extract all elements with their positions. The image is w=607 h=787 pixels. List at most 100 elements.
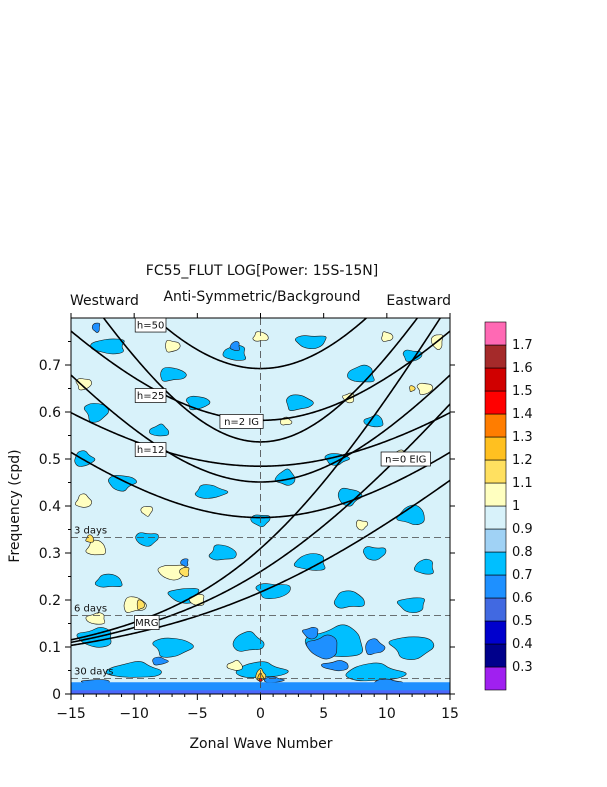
colorbar-swatch	[484, 436, 507, 461]
y-tick-label: 0.1	[39, 640, 61, 656]
colorbar: 0.3 0.4 0.5 0.6 0.7 0.8 0.9 1 1.1 1.2 1.3 1.4 1.5 1.6…	[484, 321, 533, 691]
colorbar-label: 1.7	[512, 338, 533, 353]
curve-label: h=25	[134, 388, 167, 403]
y-tick-label: 0	[52, 687, 61, 703]
region-1.1	[381, 331, 394, 342]
x-tick-label: −5	[187, 706, 208, 722]
colorbar-swatch	[484, 620, 507, 645]
region-0.8	[337, 487, 363, 507]
region-1.1	[157, 564, 186, 581]
curve-label-box	[134, 615, 160, 630]
region-0.7	[365, 638, 386, 656]
colorbar-label: 1.3	[512, 430, 533, 445]
period-label: 6 days	[74, 604, 107, 615]
colorbar-label: 0.6	[512, 591, 533, 606]
low-frequency-band	[71, 682, 450, 694]
region-1.1	[85, 539, 106, 556]
period-label: 30 days	[74, 666, 114, 677]
curve-label: h=50	[134, 317, 167, 333]
region-0.7	[305, 634, 338, 660]
region-0.8	[333, 590, 365, 609]
colorbar-swatch	[484, 390, 507, 415]
region-1.2	[136, 599, 145, 611]
region-0.8	[388, 636, 435, 660]
region-0.8	[208, 544, 237, 561]
region-0.7	[180, 558, 189, 567]
region-0.8	[94, 573, 123, 588]
colorbar-swatch	[484, 597, 507, 622]
curve-label-box	[134, 317, 167, 333]
region-1.1	[75, 378, 92, 391]
region-0.7	[91, 322, 101, 333]
reference-lines	[71, 318, 450, 694]
curve-label-text: h=50	[137, 321, 164, 332]
colorbar-label: 1.2	[512, 453, 533, 468]
ig-n1-h25-curve	[71, 374, 450, 483]
region-0.8	[286, 394, 314, 412]
colorbar-label: 1.5	[512, 384, 533, 399]
x-axis-label: Zonal Wave Number	[189, 736, 332, 752]
x-axis: −15 −10 −5 0 5 10 15	[56, 313, 459, 722]
curve-label: h=12	[134, 442, 167, 457]
curve-label-box	[219, 414, 264, 429]
y-tick-label: 0.7	[39, 358, 61, 374]
colorbar-swatch	[484, 367, 507, 392]
region-1.2	[409, 385, 416, 392]
region-1.1	[252, 331, 269, 342]
region-1.1	[226, 659, 243, 671]
region-0.8	[413, 558, 434, 575]
region-0.8	[362, 546, 387, 561]
curve-label-box	[134, 442, 167, 457]
curve-label: MRG	[134, 615, 160, 630]
colorbar-label: 1.1	[512, 476, 533, 491]
curve-label-text: h=25	[137, 391, 164, 402]
region-1.1	[85, 612, 106, 625]
curve-label-text: n=0 EIG	[385, 455, 426, 466]
region-0.8	[293, 553, 326, 571]
x-tick-label: 0	[256, 706, 265, 722]
x-tick-label: −15	[56, 706, 86, 722]
colorbar-swatch	[484, 482, 507, 507]
region-0.7	[229, 340, 240, 351]
colorbar-swatch	[484, 666, 507, 691]
colorbar-label: 0.8	[512, 545, 533, 560]
y-axis: 0 0.1 0.2 0.3 0.4 0.5 0.6 0.7	[39, 341, 455, 703]
colorbar-label: 0.9	[512, 522, 533, 537]
region-0.8	[194, 484, 229, 499]
colorbar-swatch	[484, 551, 507, 576]
chart-title: FC55_FLUT LOG[Power: 15S-15N]	[146, 263, 378, 279]
colorbar-swatch	[484, 459, 507, 484]
x-tick-label: 10	[378, 706, 396, 722]
y-tick-label: 0.4	[39, 499, 61, 515]
y-axis-label: Frequency (cpd)	[7, 449, 23, 562]
colorbar-label: 0.4	[512, 637, 533, 652]
y-tick-label: 0.2	[39, 593, 61, 609]
period-label: 3 days	[74, 525, 107, 536]
colorbar-swatch	[484, 574, 507, 599]
region-0.8	[396, 597, 425, 614]
colorbar-swatch	[484, 413, 507, 438]
colorbar-label: 0.7	[512, 568, 533, 583]
curve-label-box	[380, 451, 431, 467]
region-0.8	[345, 662, 407, 682]
region-1.1	[355, 519, 369, 531]
region-1.2	[179, 567, 190, 578]
colorbar-label: 1.6	[512, 361, 533, 376]
region-0.7	[321, 660, 349, 672]
colorbar-swatch	[484, 505, 507, 530]
region-1.1	[140, 506, 153, 517]
colorbar-swatch	[484, 528, 507, 553]
region-1.2	[85, 534, 94, 543]
period-labels: 3 days 6 days 30 days	[74, 525, 114, 677]
region-0.8	[105, 661, 162, 678]
eig-n0-h12-curve	[71, 479, 450, 647]
curve-labels: h=50 h=25 h=12 n=2 IG n=0 EIG MRG	[134, 317, 431, 630]
region-1.1	[416, 382, 434, 395]
curve-label-box	[134, 388, 167, 403]
region-0.8	[148, 423, 170, 437]
region-0.7	[152, 656, 169, 666]
curve-label-text: MRG	[135, 618, 158, 629]
y-tick-label: 0.5	[39, 452, 61, 468]
curve-label: n=2 IG	[219, 414, 264, 429]
